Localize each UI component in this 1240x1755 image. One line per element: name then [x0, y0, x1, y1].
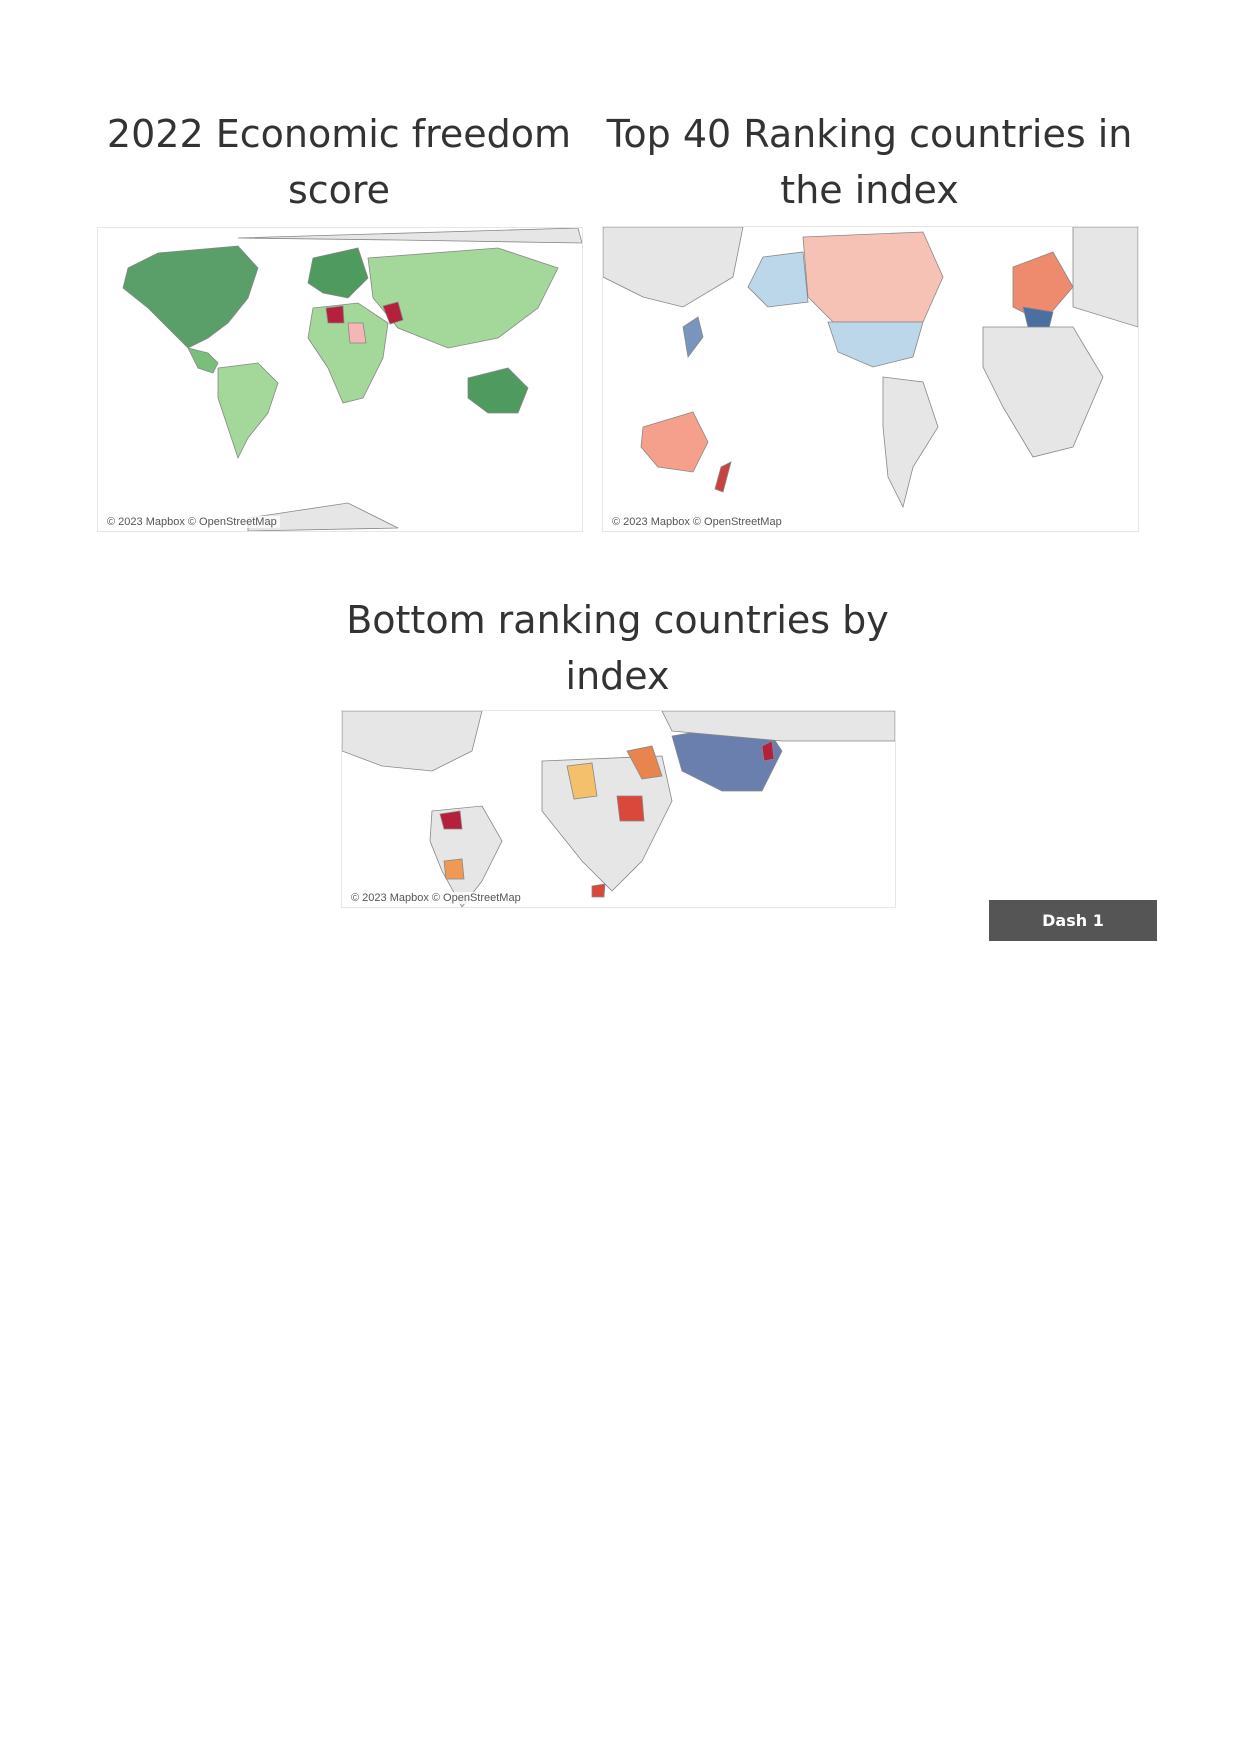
central-america: [187, 347, 219, 374]
map-panel: © 2023 Mapbox © OpenStreetMap: [341, 710, 896, 908]
north-korea: [761, 740, 775, 762]
australia: [467, 367, 529, 414]
map: [122, 228, 582, 531]
south-america: [217, 362, 279, 460]
asia: [603, 227, 744, 308]
usa: [827, 321, 924, 368]
africa: [982, 326, 1104, 458]
map-attribution: © 2023 Mapbox © OpenStreetMap: [348, 892, 524, 904]
europe: [307, 247, 369, 299]
bolivia: [443, 858, 465, 880]
venezuela: [439, 810, 463, 830]
map-panel: © 2023 Mapbox © OpenStreetMap: [97, 227, 583, 532]
asia: [367, 247, 559, 349]
dashboard-tab[interactable]: Dash 1: [989, 900, 1157, 941]
sudan: [347, 322, 367, 344]
alaska: [747, 251, 809, 308]
russia: [661, 711, 895, 742]
map-title: Bottom ranking countries by index: [346, 598, 889, 698]
algeria: [566, 762, 598, 800]
map-title: 2022 Economic freedom score: [106, 112, 572, 212]
land: [237, 228, 582, 244]
libya: [325, 305, 345, 324]
map: [342, 711, 895, 907]
middle-east: [382, 301, 404, 325]
russia: [1072, 227, 1138, 328]
south-america: [882, 376, 939, 509]
map-attribution: © 2023 Mapbox © OpenStreetMap: [104, 516, 280, 528]
map-title: Top 40 Ranking countries in the index: [606, 112, 1133, 212]
map-panel: © 2023 Mapbox © OpenStreetMap: [602, 226, 1139, 532]
australia: [640, 411, 709, 473]
north-america: [122, 245, 259, 349]
north-america: [342, 711, 483, 772]
africa: [307, 302, 389, 404]
map-attribution: © 2023 Mapbox © OpenStreetMap: [609, 516, 785, 528]
canada: [802, 231, 944, 323]
zimbabwe: [591, 883, 606, 898]
map: [603, 227, 1138, 509]
new-zealand: [714, 461, 732, 493]
japan: [682, 316, 704, 358]
iran: [626, 745, 663, 780]
sudan: [616, 795, 645, 822]
scandinavia: [1012, 251, 1074, 323]
